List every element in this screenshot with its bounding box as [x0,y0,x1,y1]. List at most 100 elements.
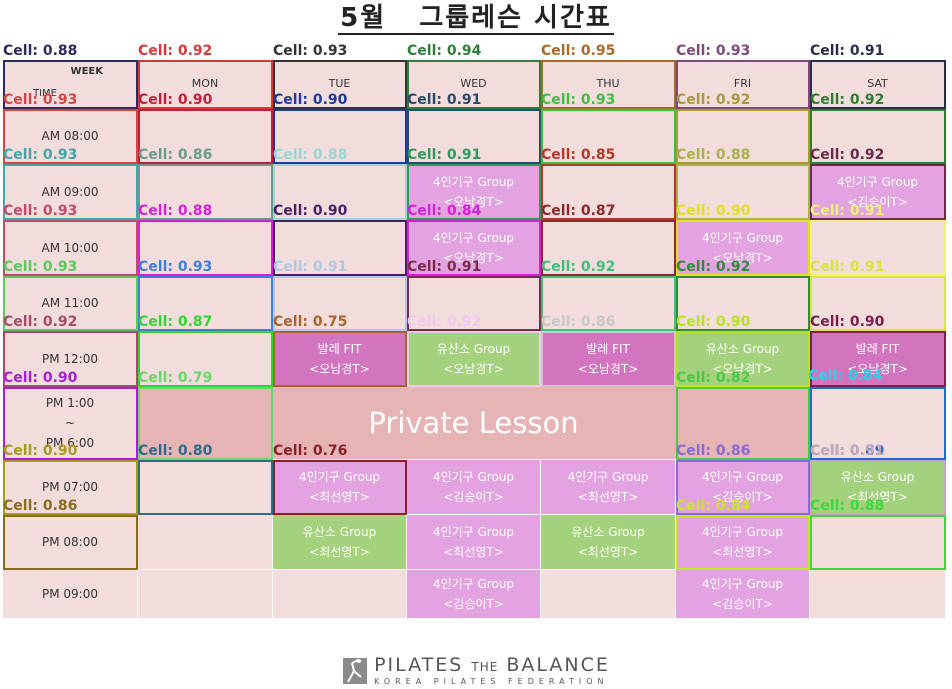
schedule-table: WEEK TIME MON TUE WED THU FRI SAT AM 08:00 AM 09:… [3,60,946,619]
cell-score-prefix: Cell: [810,43,850,59]
brand-balance: BALANCE [506,654,610,676]
week-label: WEEK [70,66,103,77]
lesson-name: 4인기구 Group [432,470,515,484]
schedule-cell [138,331,273,387]
cell-score-value: 0.94 [446,43,482,59]
day-header-mon: MON [138,60,273,109]
lesson-cell[interactable]: 4인기구 Group <오남경T> [407,164,541,220]
lesson-name: 발레 FIT [855,341,900,356]
lesson-cell[interactable]: 유산소 Group <오남경T> [407,331,541,387]
schedule-cell [273,109,407,164]
cell-score-label: Cell: 0.93 [273,42,347,60]
lesson-name: 4인기구 Group [432,525,515,539]
cell-score-label: Cell: 0.88 [3,42,77,60]
brand-main: PILATES [374,654,464,676]
time-slot-line: PM 6:00 [45,436,95,450]
day-header-sat: SAT [810,60,946,109]
lesson-name: 4인기구 Group [298,470,381,484]
lesson-cell[interactable]: 발레 FIT <오남경T> [273,331,407,387]
time-slot: AM 11:00 [3,276,138,331]
lesson-cell[interactable]: 4인기구 Group <김승이T> [407,570,541,619]
lesson-cell[interactable]: 유산소 Group <오남경T> [676,331,810,387]
schedule-cell [407,276,541,331]
time-slot: PM 09:00 [3,570,138,619]
schedule-cell [138,164,273,220]
lesson-teacher: <오남경T> [309,361,370,376]
schedule-cell [138,220,273,276]
lesson-teacher: <오남경T> [712,361,773,376]
cell-score-prefix: Cell: [407,43,447,59]
lesson-cell[interactable]: 4인기구 Group <최선영T> [541,460,676,515]
lesson-name: 4인기구 Group [701,577,784,591]
lesson-cell[interactable]: 4인기구 Group <오남경T> [676,220,810,276]
schedule-cell [273,220,407,276]
lesson-cell[interactable]: 4인기구 Group <최선영T> [676,515,810,570]
lesson-cell[interactable]: 유산소 Group <최선영T> [810,460,946,515]
schedule-cell [138,570,273,619]
footer: PILATES THE BALANCE KOREA PILATES FEDERA… [0,654,952,688]
lesson-name: 유산소 Group [705,341,780,356]
schedule-cell [810,570,946,619]
time-slot: PM 1:00 ~ PM 6:00 [3,387,138,460]
brand-the: THE [471,660,499,674]
lesson-teacher: <최선영T> [309,490,370,504]
title-text: 5월 그룹레슨 시간표 [338,3,614,35]
schedule-cell [541,570,676,619]
schedule-cell [676,276,810,331]
time-slot-line: ~ [64,416,76,430]
lesson-cell[interactable]: 4인기구 Group <김승이T> [676,460,810,515]
schedule-cell [138,515,273,570]
lesson-cell[interactable]: 4인기구 Group <김승이T> [407,460,541,515]
lesson-cell[interactable]: 발레 FIT <오남경T> [810,331,946,387]
lesson-name: 유산소 Group [302,525,377,539]
schedule-cell [676,109,810,164]
lesson-cell[interactable]: 유산소 Group <최선영T> [273,515,407,570]
lesson-teacher: <김승이T> [847,194,908,209]
lesson-name: 발레 FIT [317,341,362,356]
lesson-name: 발레 FIT [586,341,630,356]
lesson-cell[interactable]: 4인기구 Group <김승이T> [810,164,946,220]
lesson-cell[interactable]: 유산소 Group <최선영T> [541,515,676,570]
time-slot-line: PM 1:00 [45,396,95,410]
lesson-teacher: <최선영T> [847,490,908,504]
lesson-name: 4인기구 Group [567,470,649,484]
schedule-cell [810,515,946,570]
cell-score-label: Cell: 0.95 [541,42,615,60]
schedule-cell [138,276,273,331]
lesson-teacher: <오남경T> [577,361,639,376]
lesson-name: 유산소 Group [571,525,645,539]
day-header-tue: TUE [273,60,407,109]
lesson-name: 4인기구 Group [701,230,784,245]
lesson-teacher: <오남경T> [443,361,504,376]
time-slot-line: PM 08:00 [42,535,98,549]
cell-score-value: 0.93 [312,43,348,59]
cell-score-prefix: Cell: [676,43,716,59]
time-slot: AM 08:00 [3,109,138,164]
lesson-cell[interactable]: 4인기구 Group <최선영T> [407,515,541,570]
brand-logo: PILATES THE BALANCE KOREA PILATES FEDERA… [342,655,610,687]
lesson-cell[interactable]: 4인기구 Group <오남경T> [407,220,541,276]
time-slot-line: PM 09:00 [42,587,98,601]
schedule-cell [407,109,541,164]
schedule-cell [273,164,407,220]
lesson-name: 4인기구 Group [432,577,515,591]
lesson-name: 유산소 Group [436,341,511,356]
lesson-name: 4인기구 Group [701,470,784,484]
lesson-cell[interactable]: 4인기구 Group <김승이T> [676,570,810,619]
lesson-teacher: <김승이T> [443,597,504,611]
lesson-teacher: <최선영T> [309,545,370,559]
cell-score-prefix: Cell: [541,43,581,59]
cell-score-value: 0.91 [849,43,885,59]
lesson-cell[interactable]: 발레 FIT <오남경T> [541,331,676,387]
time-slot: PM 07:00 [3,460,138,515]
cell-score-value: 0.95 [580,43,616,59]
lesson-teacher: <최선영T> [577,490,639,504]
time-slot: AM 09:00 [3,164,138,220]
schedule-cell [810,109,946,164]
cell-score-label: Cell: 0.93 [676,42,750,60]
lesson-cell[interactable]: 4인기구 Group <최선영T> [273,460,407,515]
cell-score-value: 0.88 [42,43,78,59]
lesson-name: 4인기구 Group [836,174,919,189]
lesson-teacher: <김승이T> [712,597,773,611]
time-slot: AM 10:00 [3,220,138,276]
